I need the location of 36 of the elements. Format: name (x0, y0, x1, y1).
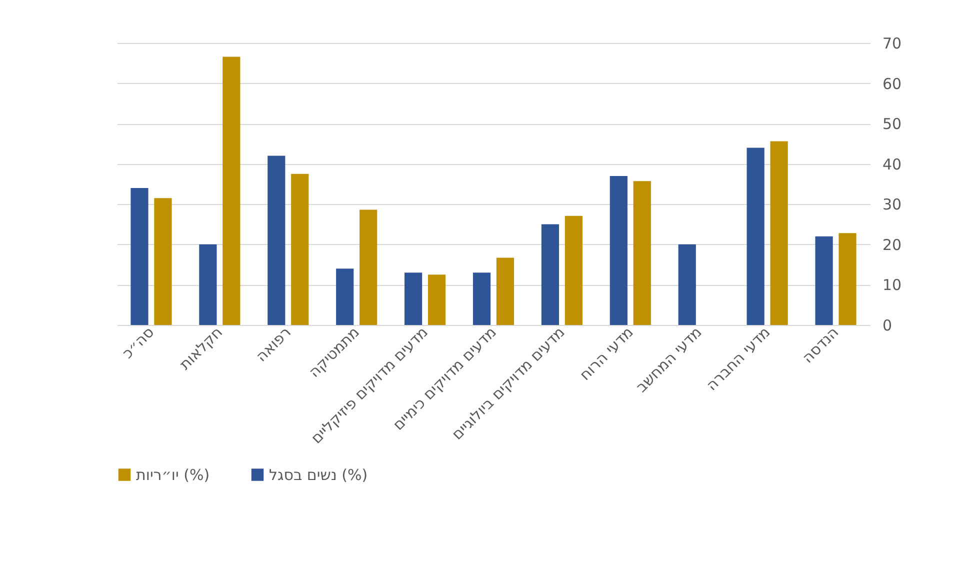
bar (746, 148, 764, 325)
y-tick-label: 30 (882, 196, 902, 214)
bar (428, 274, 446, 325)
y-tick-label: 10 (882, 276, 902, 294)
bar (154, 198, 172, 325)
bar (360, 210, 378, 325)
bar (268, 156, 286, 325)
bar (541, 224, 560, 325)
bar (633, 181, 651, 325)
x-tick-label: הנדסה (798, 323, 842, 367)
bar (564, 216, 582, 325)
y-tick-label: 60 (882, 74, 902, 93)
x-tick-label: סה״כ (118, 323, 158, 362)
bar (838, 233, 856, 325)
bar (496, 258, 514, 325)
bar (130, 188, 148, 325)
bar (770, 141, 788, 325)
y-tick-label: 40 (882, 155, 902, 174)
y-tick-label: 20 (882, 236, 902, 254)
bar (472, 272, 491, 325)
x-tick-label: חקלאות (176, 323, 226, 374)
bar (610, 176, 628, 325)
bar (815, 236, 833, 325)
bar (291, 174, 309, 325)
bar (336, 268, 354, 325)
x-tick-label: מדעי החברה (702, 323, 774, 394)
legend-label: יו״ריות (%) (136, 466, 210, 484)
y-tick-label: 50 (882, 115, 902, 134)
y-tick-label: 0 (882, 316, 892, 334)
bar (678, 244, 696, 325)
y-tick-label: 70 (882, 34, 902, 52)
bar (199, 244, 217, 325)
bar (404, 272, 422, 325)
bar (222, 56, 240, 325)
x-tick-label: רפואה (252, 323, 294, 366)
legend-label: נשים בסגל (%) (269, 466, 368, 484)
